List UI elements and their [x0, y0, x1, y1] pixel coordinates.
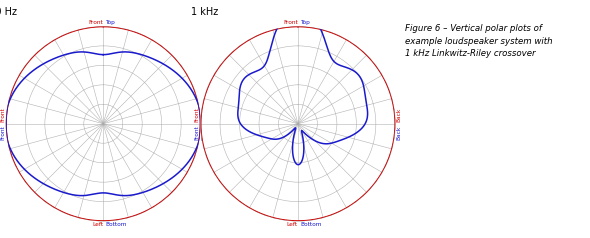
Text: Bottom: Bottom — [105, 222, 127, 227]
Text: Back: Back — [202, 126, 206, 140]
Text: 500 Hz: 500 Hz — [0, 7, 17, 17]
Text: Bottom: Bottom — [300, 222, 322, 227]
Text: Back: Back — [202, 108, 206, 122]
Text: Left: Left — [287, 222, 298, 227]
Text: Left: Left — [92, 222, 103, 227]
Text: Top: Top — [105, 20, 115, 25]
Text: Front: Front — [195, 126, 199, 140]
Text: Front: Front — [88, 20, 103, 25]
Text: Front: Front — [283, 20, 298, 25]
Text: Front: Front — [0, 107, 5, 122]
Text: Figure 6 – Vertical polar plots of
example loudspeaker system with
1 kHz Linkwit: Figure 6 – Vertical polar plots of examp… — [405, 24, 553, 59]
Text: Front: Front — [0, 126, 5, 140]
Text: 1 kHz: 1 kHz — [191, 7, 218, 17]
Text: Back: Back — [396, 126, 401, 140]
Text: Back: Back — [396, 108, 401, 122]
Text: Front: Front — [195, 107, 199, 122]
Text: Top: Top — [300, 20, 310, 25]
